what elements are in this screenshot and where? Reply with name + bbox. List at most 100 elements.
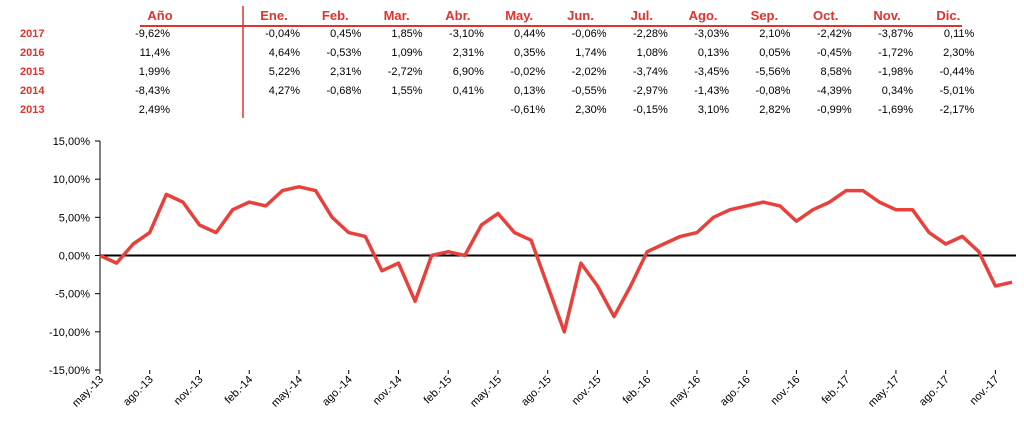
table-cell: -0,02%: [510, 66, 545, 78]
y-tick-label: -15,00%: [49, 365, 90, 377]
x-tick-label: may.-13: [70, 374, 106, 410]
table-cell: 2,30%: [943, 47, 974, 59]
x-tick-label: ago.-15: [519, 374, 554, 409]
table-header: Abr.: [445, 8, 470, 23]
x-tick-label: feb.-14: [223, 374, 256, 407]
table-cell: -0,08%: [756, 85, 791, 97]
table-cell: -3,87%: [878, 28, 913, 40]
table-cell: -0,68%: [326, 85, 361, 97]
table-cell: 5,22%: [269, 66, 300, 78]
table-cell: -5,56%: [756, 66, 791, 78]
table-cell: 11,4%: [140, 47, 171, 59]
table-header: Feb.: [322, 8, 349, 23]
x-tick-label: may.-17: [866, 374, 902, 410]
table-cell: -5,01%: [939, 85, 974, 97]
table-cell: 2,31%: [330, 66, 361, 78]
table-cell: -8,43%: [135, 85, 170, 97]
table-cell: -0,99%: [817, 104, 852, 116]
y-tick-label: 15,00%: [53, 136, 91, 148]
x-tick-label: feb.-15: [422, 374, 455, 407]
table-cell: 2,31%: [453, 47, 484, 59]
y-tick-label: 10,00%: [53, 174, 91, 186]
table-cell: 2,30%: [575, 104, 606, 116]
table-cell: -2,02%: [572, 66, 607, 78]
table-cell: -3,74%: [633, 66, 668, 78]
table-cell: 0,13%: [698, 47, 729, 59]
table-cell: -0,15%: [633, 104, 668, 116]
year-label: 2016: [20, 47, 44, 59]
table-cell: -2,42%: [817, 28, 852, 40]
table-cell: 1,74%: [575, 47, 606, 59]
table-cell: -1,43%: [694, 85, 729, 97]
y-tick-label: -5,00%: [55, 289, 90, 301]
x-tick-label: nov.-15: [570, 374, 604, 408]
table-cell: -0,06%: [572, 28, 607, 40]
table-header: Oct.: [813, 8, 838, 23]
table-cell: 0,41%: [453, 85, 484, 97]
x-tick-label: ago.-16: [718, 374, 753, 409]
table-cell: 8,58%: [820, 66, 851, 78]
table-cell: 1,55%: [391, 85, 422, 97]
table-cell: -0,61%: [510, 104, 545, 116]
table-cell: 2,10%: [759, 28, 790, 40]
table-cell: -3,03%: [694, 28, 729, 40]
table-cell: 0,05%: [759, 47, 790, 59]
table-cell: 1,08%: [637, 47, 668, 59]
table-cell: -0,55%: [572, 85, 607, 97]
x-tick-label: nov.-17: [968, 374, 1002, 408]
table-cell: -2,17%: [939, 104, 974, 116]
table-header: Sep.: [751, 8, 778, 23]
x-tick-label: feb.-17: [820, 374, 853, 407]
x-tick-label: may.-15: [468, 374, 504, 410]
table-header: Jun.: [567, 8, 594, 23]
table-cell: 0,35%: [514, 47, 545, 59]
table-cell: 1,99%: [139, 66, 170, 78]
x-tick-label: ago.-17: [917, 374, 952, 409]
table-cell: -1,98%: [878, 66, 913, 78]
table-cell: 0,13%: [514, 85, 545, 97]
x-tick-label: ago.-14: [320, 374, 355, 409]
x-tick-label: nov.-13: [172, 374, 206, 408]
table-cell: -2,97%: [633, 85, 668, 97]
table-header: Dic.: [936, 8, 960, 23]
table-cell: 0,11%: [944, 28, 975, 40]
y-tick-label: 0,00%: [59, 251, 90, 263]
table-cell: -1,69%: [878, 104, 913, 116]
x-tick-label: ago.-13: [121, 374, 156, 409]
year-label: 2014: [20, 85, 45, 97]
table-cell: -3,10%: [449, 28, 484, 40]
table-header: Jul.: [631, 8, 653, 23]
year-label: 2017: [20, 28, 44, 40]
year-label: 2013: [20, 104, 44, 116]
table-header: May.: [505, 8, 533, 23]
table-cell: 1,85%: [391, 28, 422, 40]
table-header: Ago.: [689, 8, 718, 23]
table-cell: 0,44%: [514, 28, 545, 40]
table-cell: 0,34%: [882, 85, 913, 97]
table-cell: -2,28%: [633, 28, 668, 40]
table-cell: -3,45%: [694, 66, 729, 78]
table-cell: 3,10%: [698, 104, 729, 116]
table-cell: 2,82%: [759, 104, 790, 116]
table-header: Año: [147, 8, 172, 23]
table-cell: -0,04%: [265, 28, 300, 40]
y-tick-label: 5,00%: [59, 212, 90, 224]
line-series: [99, 185, 1013, 334]
table-cell: -9,62%: [135, 28, 170, 40]
table-cell: 2,49%: [139, 104, 170, 116]
table-cell: -2,72%: [388, 66, 423, 78]
table-cell: 1,09%: [391, 47, 422, 59]
year-label: 2015: [20, 66, 44, 78]
y-tick-label: -10,00%: [49, 327, 90, 339]
table-cell: 6,90%: [453, 66, 484, 78]
table-cell: 0,45%: [330, 28, 361, 40]
x-tick-label: may.-14: [269, 374, 305, 410]
x-tick-label: nov.-14: [371, 374, 405, 408]
x-tick-label: may.-16: [667, 374, 703, 410]
table-header: Nov.: [873, 8, 900, 23]
table-cell: -0,53%: [326, 47, 361, 59]
table-cell: -0,44%: [939, 66, 974, 78]
table-cell: 4,64%: [269, 47, 300, 59]
